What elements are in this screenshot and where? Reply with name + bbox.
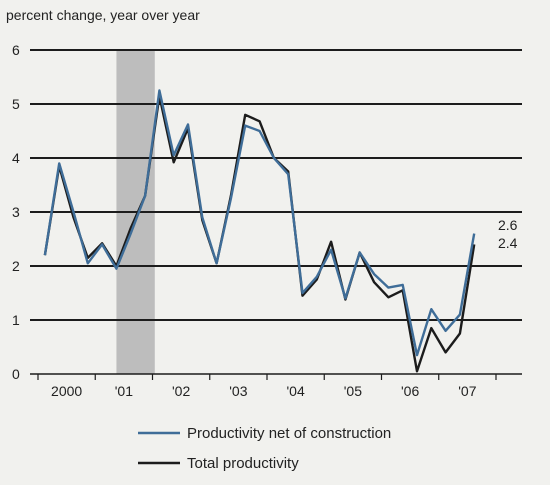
x-tick-label-6: '06 <box>401 383 419 399</box>
y-tick-label-1: 1 <box>12 312 20 328</box>
x-tick-label-4: '04 <box>286 383 304 399</box>
series-line-1 <box>43 94 476 373</box>
y-tick-label-5: 5 <box>12 96 20 112</box>
x-tick-label-3: '03 <box>229 383 247 399</box>
legend-label-0: Productivity net of construction <box>187 425 391 442</box>
y-axis-label: percent change, year over year <box>6 7 200 23</box>
y-tick-label-3: 3 <box>12 204 20 220</box>
x-tick-label-7: '07 <box>458 383 476 399</box>
x-tick-label-0: 2000 <box>51 383 82 399</box>
y-tick-label-6: 6 <box>12 42 20 58</box>
legend-label-1: Total productivity <box>187 455 299 472</box>
series-line-0 <box>43 89 476 357</box>
end-label-net-of-construction: 2.6 <box>498 217 518 233</box>
x-tick-label-1: '01 <box>115 383 133 399</box>
y-tick-label-0: 0 <box>12 366 20 382</box>
x-tick-label-2: '02 <box>172 383 190 399</box>
end-label-total: 2.4 <box>498 235 518 251</box>
y-tick-label-2: 2 <box>12 258 20 274</box>
y-tick-label-4: 4 <box>12 150 20 166</box>
x-tick-label-5: '05 <box>344 383 362 399</box>
